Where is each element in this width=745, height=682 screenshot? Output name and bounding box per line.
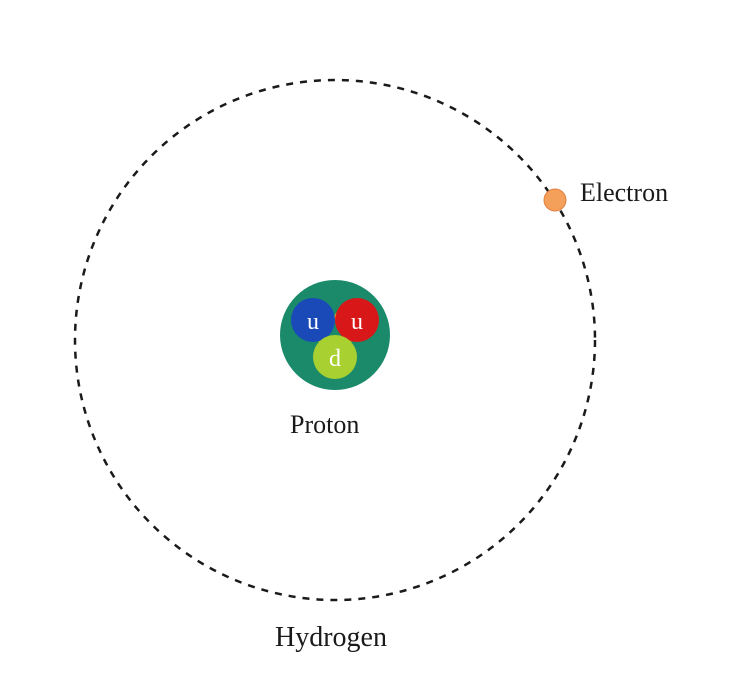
quark-down-label: d bbox=[329, 346, 341, 372]
hydrogen-atom-diagram: u u d bbox=[0, 0, 745, 682]
title-label: Hydrogen bbox=[275, 622, 387, 654]
electron-dot bbox=[544, 189, 566, 211]
electron-label: Electron bbox=[580, 178, 668, 208]
proton-label: Proton bbox=[290, 410, 359, 440]
quark-up-2-label: u bbox=[351, 309, 363, 335]
quark-up-1-label: u bbox=[307, 309, 319, 335]
